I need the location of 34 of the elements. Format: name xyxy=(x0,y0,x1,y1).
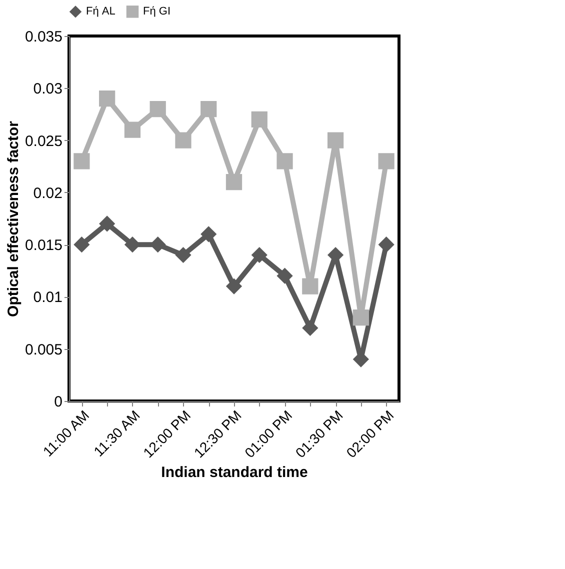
point xyxy=(99,216,116,232)
y-tick-label: 0.015 xyxy=(24,237,62,254)
point xyxy=(378,236,394,253)
point xyxy=(74,236,90,253)
point xyxy=(74,153,90,170)
point xyxy=(175,132,192,148)
y-tick-label: 0.005 xyxy=(24,341,62,358)
point xyxy=(150,100,166,118)
y-axis-title: Optical effectiveness factor xyxy=(4,120,22,317)
legend-label: Fή GI xyxy=(143,6,171,18)
y-tick-label: 0.02 xyxy=(33,184,62,202)
y-tick-label: 0 xyxy=(54,394,62,410)
point xyxy=(276,153,293,170)
point xyxy=(200,100,217,118)
point xyxy=(327,132,344,148)
point xyxy=(200,226,217,242)
y-tick-label: 0.025 xyxy=(24,132,62,150)
point xyxy=(226,278,242,294)
point xyxy=(226,174,242,190)
point xyxy=(352,310,369,326)
point xyxy=(124,122,141,138)
point xyxy=(302,320,318,336)
point xyxy=(378,153,394,170)
point xyxy=(276,268,293,284)
y-tick-label: 0.035 xyxy=(24,28,62,46)
point xyxy=(302,278,318,294)
point xyxy=(175,246,192,264)
point xyxy=(99,90,116,107)
point xyxy=(251,111,268,128)
y-tick-label: 0.03 xyxy=(33,80,62,98)
x-axis-title: Indian standard time xyxy=(161,464,308,481)
point xyxy=(251,246,268,264)
y-tick-label: 0.01 xyxy=(33,289,62,306)
legend-label: Fή AL xyxy=(86,6,116,18)
